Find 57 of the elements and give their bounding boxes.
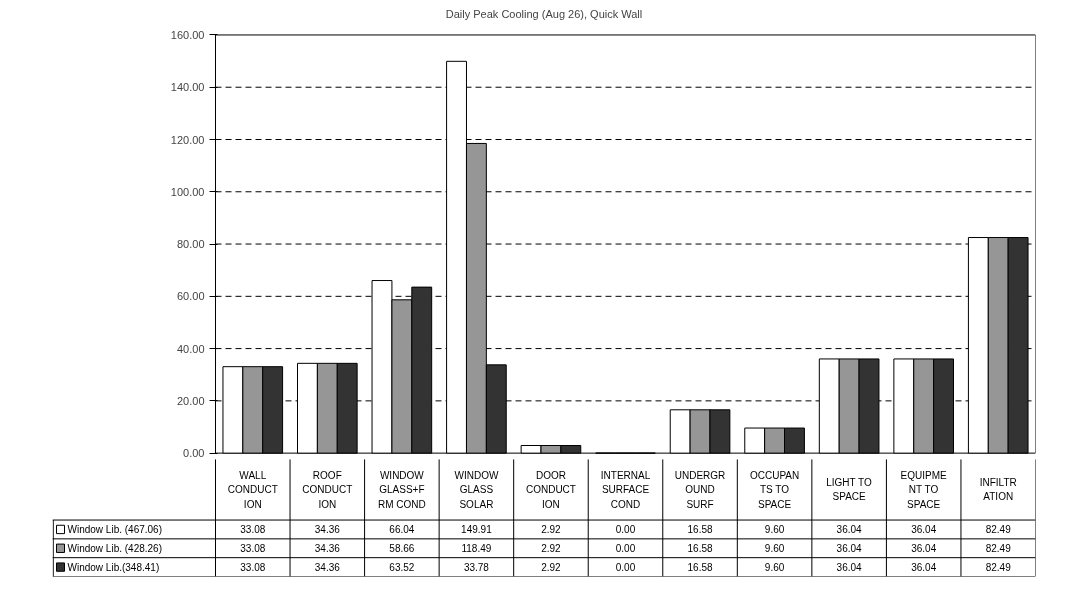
data-label: 36.04: [911, 543, 937, 555]
data-label: 16.58: [687, 524, 713, 536]
data-label: 82.49: [985, 562, 1012, 574]
data-label: 16.58: [687, 562, 713, 574]
x-tick-label: INFILTRATION: [979, 477, 1017, 503]
data-label: 36.04: [911, 562, 937, 574]
x-tick-label: OCCUPANTS TO SPACE: [749, 469, 800, 510]
legend-label: Window Lib. (467.06): [67, 523, 162, 535]
data-label: 9.60: [764, 562, 785, 574]
data-label: 149.91: [461, 524, 493, 536]
data-label: 36.04: [836, 543, 863, 555]
y-tick-label: 20.00: [176, 394, 205, 407]
x-tick-label: WALL CONDUCTION: [227, 469, 278, 510]
data-label: 33.08: [240, 543, 266, 555]
chart-title: Daily Peak Cooling (Aug 26), Quick Wall: [445, 7, 643, 20]
x-tick-label: LIGHT TO SPACE: [826, 477, 872, 503]
y-tick-label: 60.00: [176, 290, 205, 303]
data-label: 36.04: [836, 524, 863, 536]
data-label: 34.36: [314, 543, 341, 555]
legend-label: Window Lib. (428.26): [67, 542, 162, 554]
x-tick-label: UNDERGROUND SURF: [674, 469, 726, 510]
y-tick-label: 160.00: [170, 28, 205, 41]
data-label: 9.60: [764, 524, 785, 536]
x-tick-label: WINDOW GLASS+FRM COND: [377, 469, 426, 510]
x-tick-label: DOOR CONDUCTION: [525, 469, 576, 510]
data-label: 34.36: [314, 562, 341, 574]
data-label: 58.66: [389, 543, 415, 555]
x-tick-label: EQUIPMENT TO SPACE: [900, 469, 948, 510]
data-label: 118.49: [461, 543, 492, 555]
y-tick-label: 120.00: [170, 133, 205, 146]
x-tick-label: ROOF CONDUCTION: [302, 469, 353, 510]
y-tick-label: 40.00: [176, 342, 205, 355]
data-label: 0.00: [615, 524, 636, 536]
data-label: 82.49: [985, 524, 1012, 536]
data-label: 0.00: [615, 562, 636, 574]
y-tick-label: 0.00: [183, 447, 205, 460]
data-label: 66.04: [389, 524, 415, 536]
data-label: 34.36: [314, 524, 341, 536]
data-label: 2.92: [541, 524, 562, 536]
x-tick-label: WINDOW GLASS SOLAR: [454, 469, 499, 510]
data-label: 63.52: [389, 562, 415, 574]
data-label: 0.00: [615, 543, 636, 555]
data-label: 33.78: [463, 562, 490, 574]
data-label: 16.58: [687, 543, 713, 555]
x-tick-label: INTERNAL SURFACE COND: [600, 469, 651, 510]
y-tick-label: 140.00: [170, 81, 205, 94]
y-tick-label: 80.00: [176, 238, 205, 251]
data-label: 82.49: [985, 543, 1012, 555]
y-tick-label: 100.00: [170, 185, 205, 198]
legend-label: Window Lib.(348.41): [67, 561, 160, 573]
data-label: 2.92: [541, 562, 562, 574]
data-label: 33.08: [240, 524, 266, 536]
data-label: 9.60: [764, 543, 785, 555]
data-label: 36.04: [836, 562, 863, 574]
data-label: 2.92: [541, 543, 562, 555]
data-label: 36.04: [911, 524, 937, 536]
data-label: 33.08: [240, 562, 266, 574]
